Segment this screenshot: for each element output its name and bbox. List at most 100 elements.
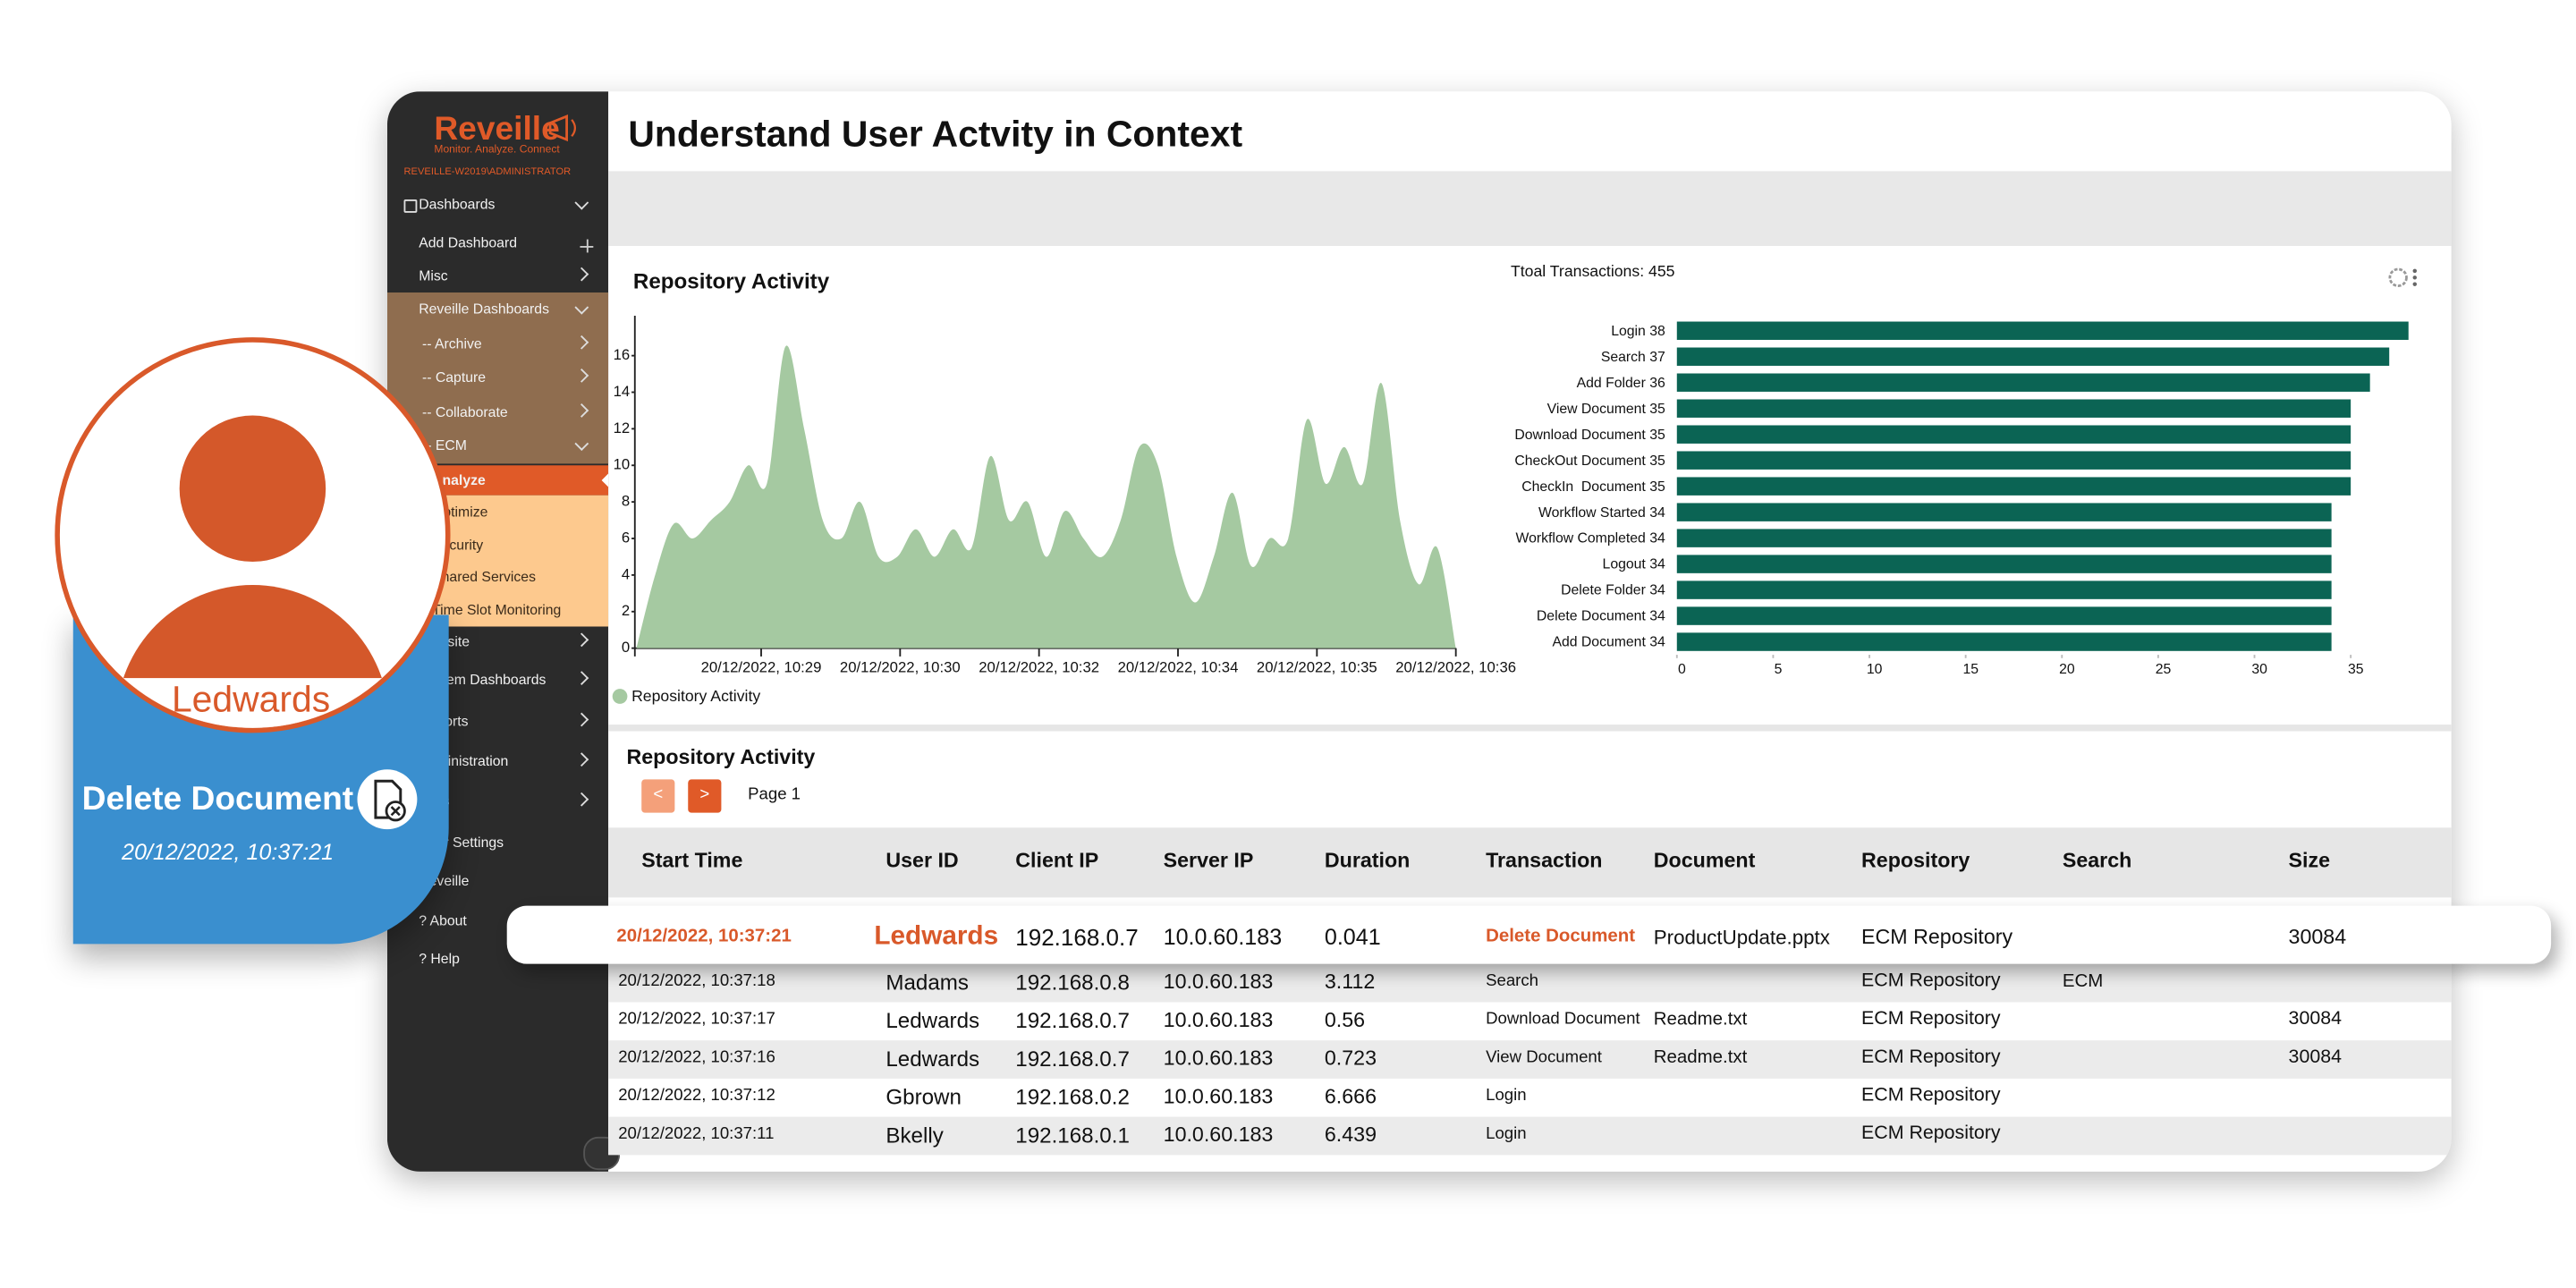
x-tick-label: 25: [2156, 662, 2172, 677]
highlight-cell: 192.168.0.7: [1015, 923, 1139, 950]
avatar-label-bg: [59, 678, 445, 728]
x-tick-label: 30: [2251, 662, 2267, 677]
avatar-circle: [55, 337, 451, 733]
table-cell: 192.168.0.1: [1015, 1123, 1130, 1148]
toolbar-band: [608, 171, 2452, 246]
table-cell: 6.439: [1324, 1123, 1377, 1147]
table-cell: 192.168.0.7: [1015, 1046, 1130, 1072]
table-cell: 10.0.60.183: [1163, 1084, 1274, 1108]
callout-time: 20/12/2022, 10:37:21: [121, 839, 335, 865]
table-cell: 192.168.0.7: [1015, 1007, 1130, 1033]
column-header: Server IP: [1163, 849, 1254, 873]
column-header: Start Time: [641, 849, 743, 873]
table-cell: ECM Repository: [1861, 970, 2001, 991]
table-cell: 10.0.60.183: [1163, 970, 1274, 994]
settings-icon[interactable]: [2388, 267, 2417, 287]
bar-label: Delete Folder 34: [1561, 583, 1665, 598]
menu-item: Shared Services: [432, 567, 536, 585]
table-cell: 20/12/2022, 10:37:17: [618, 1010, 775, 1030]
area: [636, 345, 1456, 648]
table-cell: ECM: [2062, 971, 2104, 992]
row-bg: [608, 963, 2452, 1003]
column-header: Duration: [1324, 849, 1411, 873]
bar-label: Workflow Started 34: [1538, 505, 1665, 521]
bar-label: Login 38: [1611, 324, 1665, 339]
bar-label: Download Document 35: [1514, 428, 1665, 443]
table-cell: 20/12/2022, 10:37:11: [618, 1124, 775, 1144]
tagline: Monitor. Analyze. Connect: [434, 144, 560, 157]
bar-label: Workflow Completed 34: [1516, 531, 1665, 547]
table-cell: 10.0.60.183: [1163, 1046, 1274, 1071]
page-button[interactable]: >: [688, 779, 722, 813]
table-cell: Ledwards: [886, 1007, 980, 1033]
table-cell: 10.0.60.183: [1163, 1123, 1274, 1147]
bar-label: Delete Document 34: [1537, 609, 1665, 624]
bar-label: Search 37: [1601, 350, 1665, 365]
row-bg: [608, 1040, 2452, 1079]
page-title: Understand User Actvity in Context: [628, 113, 1243, 155]
table-cell: Madams: [886, 970, 969, 996]
table-cell: ECM Repository: [1861, 1085, 2001, 1106]
x-tick-label: 20/12/2022, 10:29: [701, 658, 822, 675]
table-cell: 20/12/2022, 10:37:18: [618, 971, 775, 991]
table-cell: 30084: [2288, 1009, 2342, 1030]
legend-swatch: [612, 689, 628, 704]
table-cell: ECM Repository: [1861, 1009, 2001, 1030]
table-cell: 20/12/2022, 10:37:16: [618, 1048, 775, 1067]
y-tick-label: 16: [614, 346, 631, 363]
y-tick-label: 4: [622, 565, 630, 582]
logo: Reveille: [434, 111, 560, 148]
table-cell: 0.56: [1324, 1008, 1366, 1032]
active-pointer: [601, 473, 609, 487]
x-tick-label: 20/12/2022, 10:34: [1118, 658, 1239, 675]
y-tick-label: 12: [614, 419, 631, 436]
x-tick-label: 35: [2348, 662, 2364, 677]
page-button-label[interactable]: >: [699, 785, 710, 805]
table-cell: Login: [1486, 1124, 1527, 1144]
table-cell: 6.666: [1324, 1084, 1377, 1108]
x-tick-label: 20/12/2022, 10:32: [979, 658, 1099, 675]
callout-user: Ledwards: [171, 678, 331, 720]
delete-document-icon: [357, 769, 418, 830]
column-header: Client IP: [1015, 849, 1099, 873]
page-button[interactable]: <: [641, 779, 675, 813]
highlight-cell: 20/12/2022, 10:37:21: [616, 925, 792, 946]
bar: [1676, 399, 2351, 418]
table-cell: 30084: [2288, 1047, 2342, 1068]
plus[interactable]: [585, 239, 588, 253]
menu-item: -- Archive: [421, 335, 482, 352]
page-indicator: Page 1: [748, 785, 801, 805]
menu-item: -- Collaborate: [421, 403, 508, 420]
y-tick-label: 2: [622, 602, 630, 619]
menu-item: Analyze: [432, 471, 486, 488]
menu-icon: [403, 199, 418, 213]
table-cell: 20/12/2022, 10:37:12: [618, 1087, 775, 1106]
highlight-cell: ProductUpdate.pptx: [1653, 925, 1830, 949]
menu-group-bg: [386, 292, 609, 464]
x-tick-label: 20: [2059, 662, 2075, 677]
total-transactions: Ttoal Transactions: 455: [1510, 263, 1675, 282]
chart-title: Repository Activity: [632, 268, 830, 293]
row-bg: [608, 1116, 2452, 1156]
column-header: Repository: [1861, 849, 1970, 873]
menu-item: Add Dashboard: [419, 233, 518, 251]
menu-item: Dashboards: [419, 195, 496, 213]
bar-label: View Document 35: [1547, 402, 1665, 417]
panel-divider: [608, 724, 2452, 732]
menu-item: Time Slot Monitoring: [432, 601, 562, 618]
table-cell: 3.112: [1324, 970, 1376, 994]
table-cell: Readme.txt: [1653, 1009, 1748, 1030]
bar-label: Logout 34: [1603, 557, 1665, 572]
table-cell: 192.168.0.2: [1015, 1084, 1130, 1110]
highlight-cell: 10.0.60.183: [1163, 923, 1283, 949]
page-button-label[interactable]: <: [653, 785, 664, 805]
column-header: Size: [2288, 849, 2331, 873]
menu-item: -- Capture: [421, 369, 487, 386]
x-tick-label: 5: [1775, 662, 1783, 677]
bar: [1676, 451, 2351, 470]
y-tick-label: 0: [622, 639, 630, 656]
bar: [1676, 373, 2370, 392]
y-tick-label: 8: [622, 493, 630, 510]
